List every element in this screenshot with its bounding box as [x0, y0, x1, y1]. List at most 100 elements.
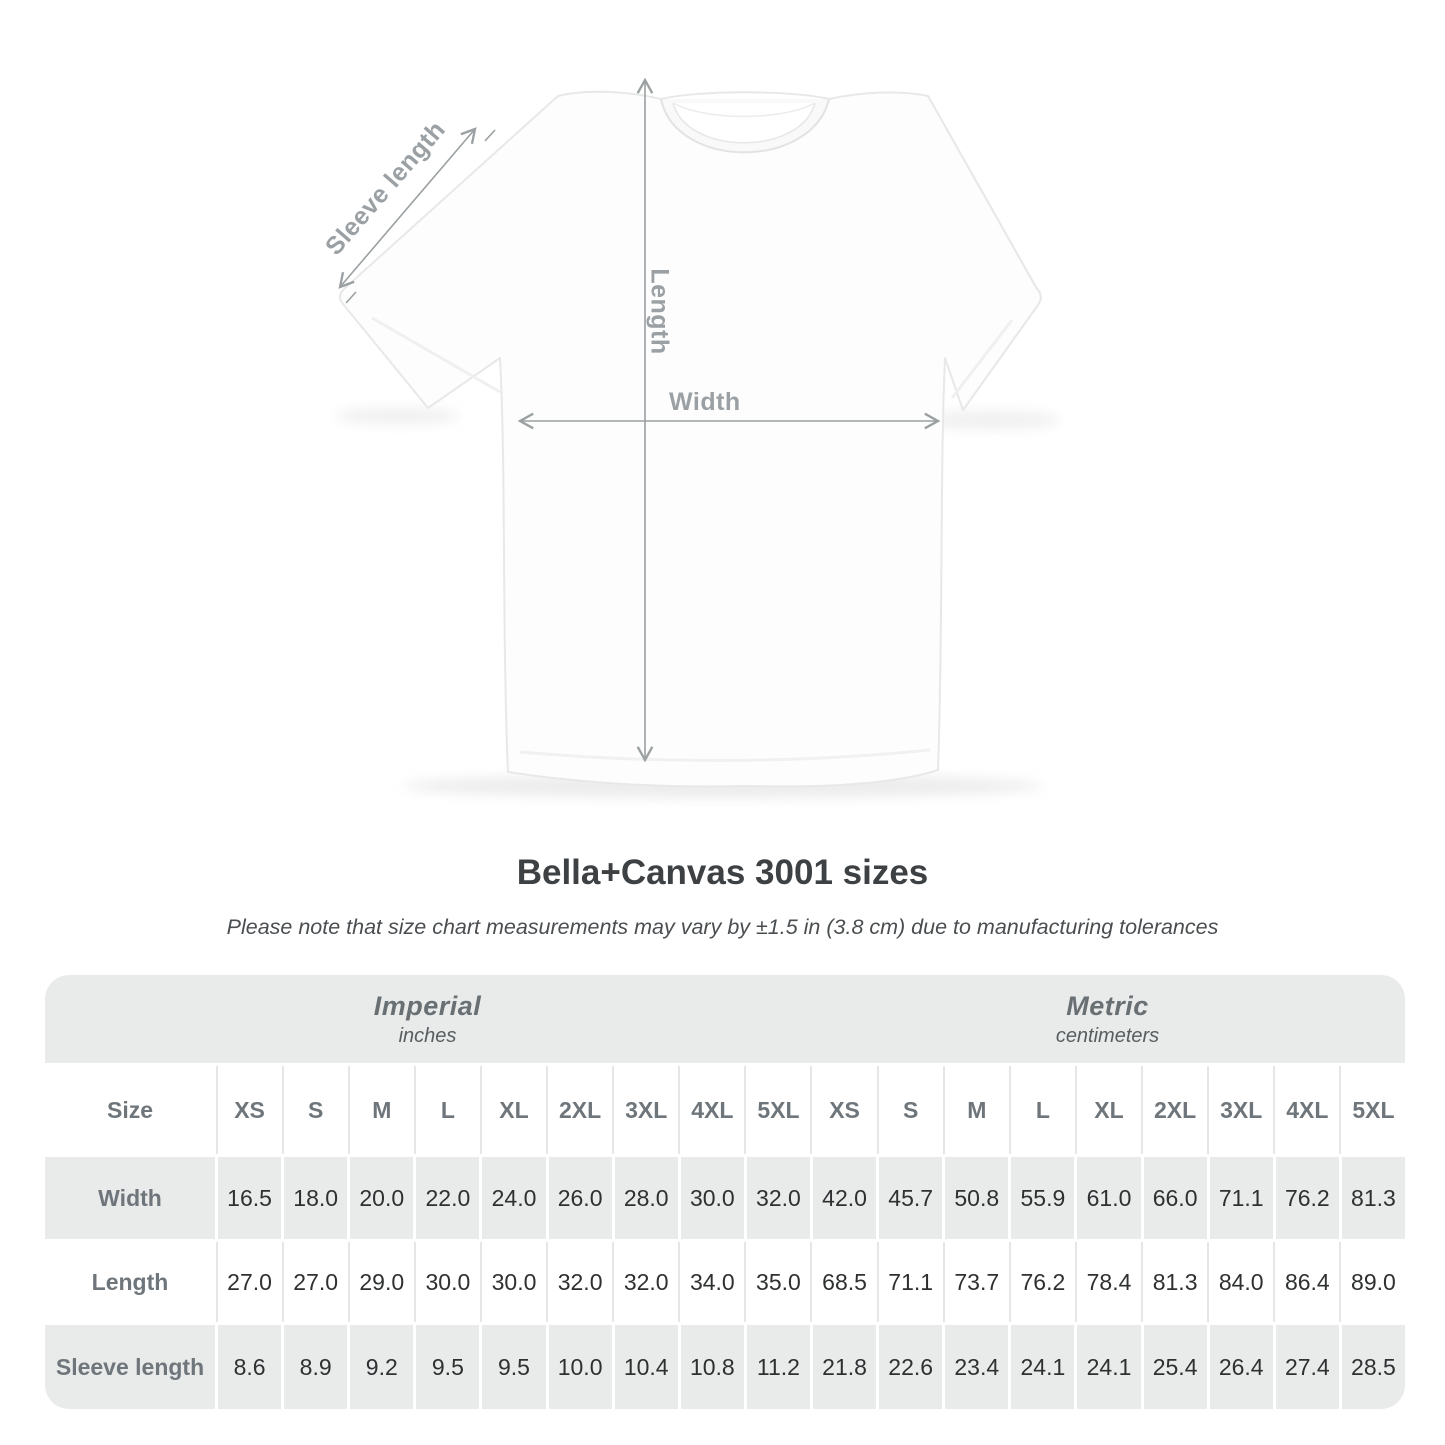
size-column-header: S — [281, 1066, 348, 1154]
measurement-value-metric: 71.1 — [876, 1242, 943, 1322]
measurement-value-metric: 23.4 — [945, 1325, 1009, 1409]
metric-unit: centimeters — [1055, 1024, 1160, 1047]
size-column-header: 2XL — [1141, 1066, 1207, 1154]
measurement-row-label: Sleeve length — [45, 1325, 215, 1409]
measurement-row-label: Width — [45, 1157, 215, 1239]
size-column-header: S — [876, 1066, 943, 1154]
measurement-value-imperial: 32.0 — [612, 1242, 678, 1322]
measurement-value-metric: 50.8 — [945, 1157, 1009, 1239]
tshirt-illustration — [336, 77, 1060, 798]
size-header-label: Size — [45, 1066, 215, 1154]
size-column-header: M — [347, 1066, 414, 1154]
size-table-rows: Size XS S M L XL 2XL 3XL 4XL 5XL XS S M L XL 2XL 3XL 4XL 5… — [45, 1066, 1405, 1409]
page-title: Bella+Canvas 3001 sizes — [516, 853, 929, 892]
size-column-header: XS — [810, 1066, 877, 1154]
measurement-row: Length 27.0 27.0 29.0 30.0 30.0 32.0 32.0 34.0 35… — [45, 1242, 1405, 1322]
sleeve-arrow-tick-bottom — [345, 291, 357, 304]
collar-back-edge — [672, 102, 816, 118]
measurement-value-metric: 25.4 — [1143, 1325, 1207, 1409]
measurement-value-imperial: 16.5 — [218, 1157, 282, 1239]
metric-title: Metric — [1066, 990, 1149, 1021]
sleeve-arrow-tick-top — [484, 129, 496, 142]
measurement-value-metric: 89.0 — [1339, 1242, 1405, 1322]
measurement-value-imperial: 18.0 — [284, 1157, 348, 1239]
measurement-row: Sleeve length 8.6 8.9 9.2 9.5 9.5 10.0 10.4 10.8… — [45, 1325, 1405, 1409]
measurement-value-imperial: 26.0 — [548, 1157, 612, 1239]
tshirt-measurement-diagram: Sleeve length Length Width — [320, 77, 1060, 798]
size-column-header: XL — [1074, 1066, 1141, 1154]
length-dimension-label: Length — [645, 268, 674, 355]
size-column-header: L — [413, 1066, 480, 1154]
tshirt-body — [339, 90, 1042, 788]
collar-inner-rim — [672, 102, 816, 144]
measurement-value-imperial: 34.0 — [678, 1242, 744, 1322]
measurement-value-metric: 86.4 — [1273, 1242, 1339, 1322]
measurement-value-metric: 24.1 — [1011, 1325, 1075, 1409]
measurement-value-metric: 81.3 — [1141, 1242, 1207, 1322]
size-column-header: 5XL — [1339, 1066, 1405, 1154]
measurement-value-metric: 55.9 — [1011, 1157, 1075, 1239]
sleeve-length-arrow — [338, 127, 477, 289]
measurement-value-imperial: 9.2 — [350, 1325, 414, 1409]
measurement-value-metric: 78.4 — [1074, 1242, 1141, 1322]
measurement-value-imperial: 9.5 — [482, 1325, 546, 1409]
measurement-value-imperial: 8.9 — [284, 1325, 348, 1409]
size-column-header: M — [942, 1066, 1009, 1154]
metric-section-header: Metric centimeters — [810, 975, 1405, 1063]
measurement-value-imperial: 10.0 — [548, 1325, 612, 1409]
measurement-value-imperial: 30.0 — [680, 1157, 744, 1239]
size-column-header: L — [1008, 1066, 1075, 1154]
tshirt-right-sleeve — [927, 95, 1042, 411]
measurement-value-metric: 73.7 — [942, 1242, 1009, 1322]
measurement-value-imperial: 10.8 — [680, 1325, 744, 1409]
measurement-value-imperial: 27.0 — [215, 1242, 282, 1322]
measurement-value-imperial: 10.4 — [614, 1325, 678, 1409]
sleeve-shadow-right — [920, 410, 1060, 430]
measurement-value-imperial: 8.6 — [218, 1325, 282, 1409]
measurement-value-imperial: 29.0 — [347, 1242, 414, 1322]
hem-fold — [519, 748, 931, 763]
right-cuff-fold — [950, 319, 1014, 399]
sleeve-shadow-left — [336, 407, 460, 425]
imperial-title: Imperial — [373, 990, 482, 1021]
measurement-value-metric: 81.3 — [1341, 1157, 1405, 1239]
size-column-header: 4XL — [678, 1066, 744, 1154]
measurement-value-metric: 76.2 — [1008, 1242, 1075, 1322]
size-column-header: 3XL — [612, 1066, 678, 1154]
width-dimension-label: Width — [669, 388, 741, 416]
collar-top-edge — [660, 91, 830, 100]
measurement-value-metric: 66.0 — [1143, 1157, 1207, 1239]
measurement-value-metric: 68.5 — [810, 1242, 877, 1322]
measurement-value-imperial: 30.0 — [479, 1242, 546, 1322]
measurement-value-metric: 84.0 — [1207, 1242, 1273, 1322]
measurement-value-metric: 28.5 — [1341, 1325, 1405, 1409]
measurement-value-metric: 45.7 — [879, 1157, 943, 1239]
left-cuff-fold — [371, 316, 501, 394]
measurement-value-metric: 22.6 — [879, 1325, 943, 1409]
measurement-value-imperial: 27.0 — [281, 1242, 348, 1322]
size-table: Imperial inches Metric centimeters Size X… — [45, 975, 1405, 1409]
measurement-value-imperial: 30.0 — [413, 1242, 480, 1322]
measurement-value-metric: 24.1 — [1077, 1325, 1141, 1409]
measurement-value-metric: 76.2 — [1275, 1157, 1339, 1239]
units-header-band: Imperial inches Metric centimeters — [45, 975, 1405, 1063]
measurement-value-imperial: 32.0 — [746, 1157, 810, 1239]
size-header-row: Size XS S M L XL 2XL 3XL 4XL 5XL XS S M L XL 2XL 3XL 4XL 5… — [45, 1066, 1405, 1154]
size-column-header: 4XL — [1273, 1066, 1339, 1154]
measurement-value-metric: 61.0 — [1077, 1157, 1141, 1239]
measurement-value-metric: 26.4 — [1209, 1325, 1273, 1409]
measurement-row-label: Length — [45, 1242, 215, 1322]
measurement-value-metric: 71.1 — [1209, 1157, 1273, 1239]
measurement-value-metric: 42.0 — [812, 1157, 877, 1239]
measurement-value-imperial: 11.2 — [746, 1325, 810, 1409]
imperial-section-header: Imperial inches — [45, 975, 810, 1063]
measurement-value-imperial: 32.0 — [546, 1242, 612, 1322]
size-column-header: XL — [479, 1066, 546, 1154]
size-column-header: 5XL — [744, 1066, 810, 1154]
size-column-header: XS — [215, 1066, 282, 1154]
measurement-value-imperial: 28.0 — [614, 1157, 678, 1239]
size-column-header: 3XL — [1207, 1066, 1273, 1154]
measurement-value-imperial: 35.0 — [744, 1242, 810, 1322]
measurement-value-imperial: 20.0 — [350, 1157, 414, 1239]
